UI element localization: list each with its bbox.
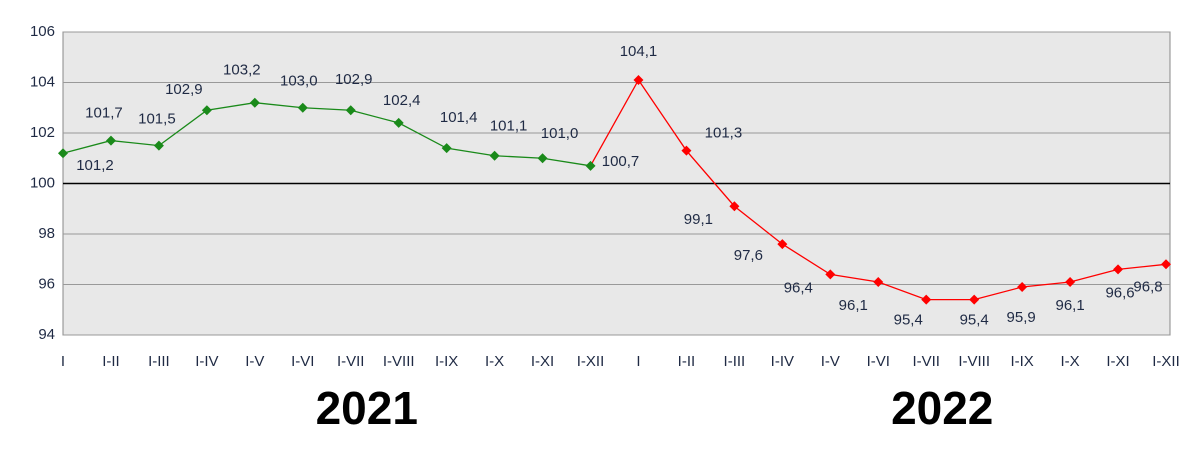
data-label: 100,7 [602,153,640,170]
series-label: 2021 [316,382,418,434]
point-marker [873,276,884,287]
point-marker [777,239,788,250]
point-marker [58,148,68,159]
point-marker [1113,264,1124,275]
data-label: 95,9 [1007,309,1036,326]
point-marker [489,150,500,161]
x-tick-label: I-V [245,353,264,370]
x-tick-label: I-IV [771,353,794,370]
data-label: 101,7 [85,105,123,122]
point-marker [297,102,308,113]
x-tick-label: I-XII [577,353,605,370]
series-label: 2022 [891,382,993,434]
data-label: 102,9 [165,81,203,98]
x-tick-label: I [636,353,640,370]
point-marker [393,117,404,128]
data-label: 96,1 [839,297,868,314]
data-label: 102,9 [335,71,373,88]
x-tick-label: I-VII [337,353,365,370]
x-tick-label: I-X [485,353,504,370]
y-tick-label: 94 [38,326,55,343]
point-marker [201,105,212,116]
point-marker [249,97,260,108]
data-label: 96,1 [1055,297,1084,314]
x-tick-label: I-VIII [958,353,990,370]
y-tick-label: 104 [30,73,55,90]
series-line [637,79,1167,301]
x-tick-label: I-X [1061,353,1080,370]
point-marker [153,140,164,151]
data-label: 101,5 [138,111,176,128]
point-marker [969,294,980,305]
point-marker [1161,259,1171,270]
point-marker [633,74,644,85]
y-tick-label: 96 [38,275,55,292]
x-tick-label: I-XII [1152,353,1180,370]
point-marker [585,160,596,171]
y-tick-label: 102 [30,124,55,141]
series-line [62,102,591,167]
point-marker [537,153,548,164]
data-label: 99,1 [684,211,713,228]
point-marker [921,294,932,305]
x-tick-label: I-IX [1010,353,1033,370]
x-tick-label: I-III [148,353,170,370]
point-marker [1065,276,1076,287]
data-label: 95,4 [960,312,989,329]
x-tick-label: I-VI [867,353,890,370]
data-label: 97,6 [734,247,763,264]
point-marker [345,105,356,116]
data-label: 96,4 [784,279,813,296]
data-label: 101,3 [705,125,743,142]
x-tick-label: I-VI [291,353,314,370]
x-tick-label: I-XI [1106,353,1129,370]
point-marker [1017,282,1028,293]
data-label: 101,4 [440,109,478,126]
data-label: 101,0 [541,125,579,142]
y-tick-label: 100 [30,174,55,191]
data-label: 96,8 [1133,278,1162,295]
point-marker [681,145,692,156]
data-label: 101,2 [76,157,114,174]
x-tick-label: I-VII [912,353,940,370]
data-label: 95,4 [894,312,923,329]
x-tick-label: I-II [102,353,120,370]
x-tick-label: I-IX [435,353,458,370]
data-label: 103,2 [223,62,261,79]
point-marker [105,135,116,146]
x-tick-label: I-VIII [383,353,415,370]
y-tick-label: 98 [38,225,55,242]
x-tick-label: I [61,353,65,370]
x-tick-label: I-III [724,353,746,370]
data-label: 104,1 [620,43,658,60]
point-marker [729,201,740,212]
data-label: 101,1 [490,118,528,135]
x-tick-label: I-II [678,353,696,370]
x-tick-label: I-IV [195,353,218,370]
x-tick-label: I-XI [531,353,554,370]
point-marker [441,143,452,154]
connector [589,79,640,167]
x-tick-label: I-V [821,353,840,370]
y-tick-label: 106 [30,23,55,40]
data-label: 103,0 [280,73,318,90]
point-marker [825,269,836,280]
data-label: 96,6 [1105,284,1134,301]
data-label: 102,4 [383,92,421,109]
